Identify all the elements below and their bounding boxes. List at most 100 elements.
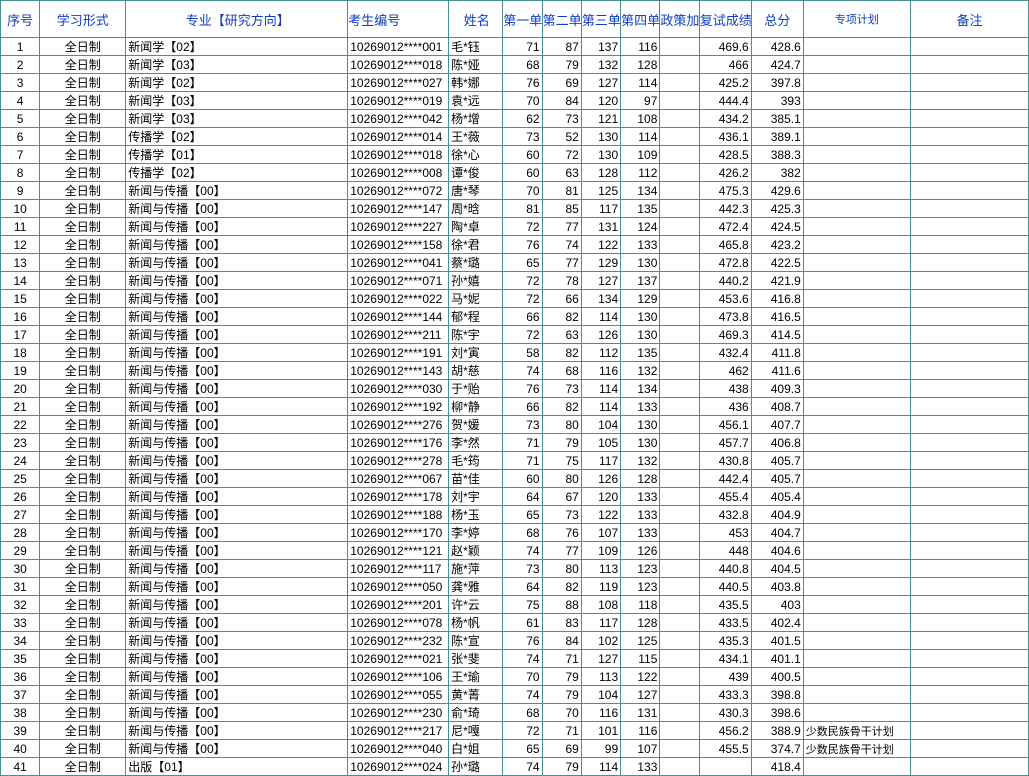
cell-ret: 436 xyxy=(699,398,751,416)
cell-u4: 127 xyxy=(621,686,660,704)
cell-form: 全日制 xyxy=(40,650,126,668)
cell-u3: 102 xyxy=(581,632,620,650)
table-row: 2全日制新闻学【03】10269012****018陈*娅68791321284… xyxy=(1,56,1029,74)
cell-plan xyxy=(803,290,910,308)
cell-pol xyxy=(660,272,699,290)
cell-u1: 71 xyxy=(503,434,542,452)
cell-id: 10269012****055 xyxy=(348,686,449,704)
cell-seq: 6 xyxy=(1,128,40,146)
cell-name: 李*然 xyxy=(449,434,503,452)
cell-id: 10269012****178 xyxy=(348,488,449,506)
cell-u4: 123 xyxy=(621,578,660,596)
cell-seq: 23 xyxy=(1,434,40,452)
hdr-note: 备注 xyxy=(911,1,1029,38)
hdr-ret: 复试成绩 xyxy=(699,1,751,38)
cell-name: 杨*增 xyxy=(449,110,503,128)
cell-name: 白*姐 xyxy=(449,740,503,758)
cell-note xyxy=(911,254,1029,272)
cell-u3: 122 xyxy=(581,236,620,254)
cell-note xyxy=(911,290,1029,308)
cell-u3: 107 xyxy=(581,524,620,542)
cell-u4: 128 xyxy=(621,614,660,632)
cell-plan xyxy=(803,704,910,722)
cell-ret: 455.5 xyxy=(699,740,751,758)
table-row: 41全日制出版【01】10269012****024孙*璐74791141334… xyxy=(1,758,1029,776)
cell-form: 全日制 xyxy=(40,416,126,434)
cell-u3: 114 xyxy=(581,398,620,416)
cell-major: 新闻与传播【00】 xyxy=(126,524,348,542)
cell-pol xyxy=(660,488,699,506)
cell-pol xyxy=(660,74,699,92)
cell-tot: 404.6 xyxy=(751,542,803,560)
cell-u1: 62 xyxy=(503,110,542,128)
cell-id: 10269012****176 xyxy=(348,434,449,452)
cell-tot: 402.4 xyxy=(751,614,803,632)
cell-u4: 133 xyxy=(621,398,660,416)
cell-u2: 75 xyxy=(542,452,581,470)
table-row: 35全日制新闻与传播【00】10269012****021张*斐74711271… xyxy=(1,650,1029,668)
cell-major: 新闻与传播【00】 xyxy=(126,614,348,632)
cell-plan xyxy=(803,686,910,704)
cell-u4: 137 xyxy=(621,272,660,290)
hdr-pol: 政策加分 xyxy=(660,1,699,38)
cell-u4: 130 xyxy=(621,434,660,452)
cell-u3: 130 xyxy=(581,146,620,164)
cell-seq: 4 xyxy=(1,92,40,110)
cell-u3: 120 xyxy=(581,92,620,110)
cell-name: 徐*心 xyxy=(449,146,503,164)
cell-note xyxy=(911,398,1029,416)
cell-plan xyxy=(803,218,910,236)
cell-ret: 440.5 xyxy=(699,578,751,596)
cell-u2: 80 xyxy=(542,416,581,434)
cell-name: 尼*嘎 xyxy=(449,722,503,740)
cell-pol xyxy=(660,110,699,128)
table-row: 1全日制新闻学【02】10269012****001毛*钰71871371164… xyxy=(1,38,1029,56)
cell-note xyxy=(911,236,1029,254)
cell-name: 刘*宇 xyxy=(449,488,503,506)
cell-form: 全日制 xyxy=(40,218,126,236)
cell-plan xyxy=(803,236,910,254)
cell-u3: 116 xyxy=(581,704,620,722)
cell-tot: 374.7 xyxy=(751,740,803,758)
cell-plan xyxy=(803,758,910,776)
cell-u1: 60 xyxy=(503,164,542,182)
cell-seq: 7 xyxy=(1,146,40,164)
cell-tot: 409.3 xyxy=(751,380,803,398)
cell-name: 杨*帆 xyxy=(449,614,503,632)
cell-major: 新闻学【02】 xyxy=(126,74,348,92)
cell-u4: 122 xyxy=(621,668,660,686)
cell-tot: 425.3 xyxy=(751,200,803,218)
cell-ret: 448 xyxy=(699,542,751,560)
cell-plan xyxy=(803,380,910,398)
cell-note xyxy=(911,362,1029,380)
cell-pol xyxy=(660,578,699,596)
cell-u1: 66 xyxy=(503,398,542,416)
hdr-form: 学习形式 xyxy=(40,1,126,38)
table-row: 32全日制新闻与传播【00】10269012****201许*云75881081… xyxy=(1,596,1029,614)
cell-pol xyxy=(660,704,699,722)
cell-u2: 80 xyxy=(542,470,581,488)
cell-form: 全日制 xyxy=(40,290,126,308)
cell-u4: 125 xyxy=(621,632,660,650)
cell-name: 毛*筠 xyxy=(449,452,503,470)
cell-plan xyxy=(803,470,910,488)
cell-id: 10269012****106 xyxy=(348,668,449,686)
cell-u1: 71 xyxy=(503,452,542,470)
cell-tot: 405.7 xyxy=(751,452,803,470)
cell-u1: 74 xyxy=(503,650,542,668)
cell-ret: 469.3 xyxy=(699,326,751,344)
cell-tot: 404.9 xyxy=(751,506,803,524)
cell-u3: 119 xyxy=(581,578,620,596)
table-row: 9全日制新闻与传播【00】10269012****072唐*琴708112513… xyxy=(1,182,1029,200)
cell-plan xyxy=(803,506,910,524)
cell-u4: 129 xyxy=(621,290,660,308)
cell-form: 全日制 xyxy=(40,308,126,326)
cell-name: 蔡*璐 xyxy=(449,254,503,272)
cell-u2: 82 xyxy=(542,308,581,326)
cell-tot: 416.5 xyxy=(751,308,803,326)
cell-note xyxy=(911,524,1029,542)
cell-form: 全日制 xyxy=(40,704,126,722)
cell-pol xyxy=(660,506,699,524)
cell-tot: 411.6 xyxy=(751,362,803,380)
cell-major: 新闻与传播【00】 xyxy=(126,434,348,452)
